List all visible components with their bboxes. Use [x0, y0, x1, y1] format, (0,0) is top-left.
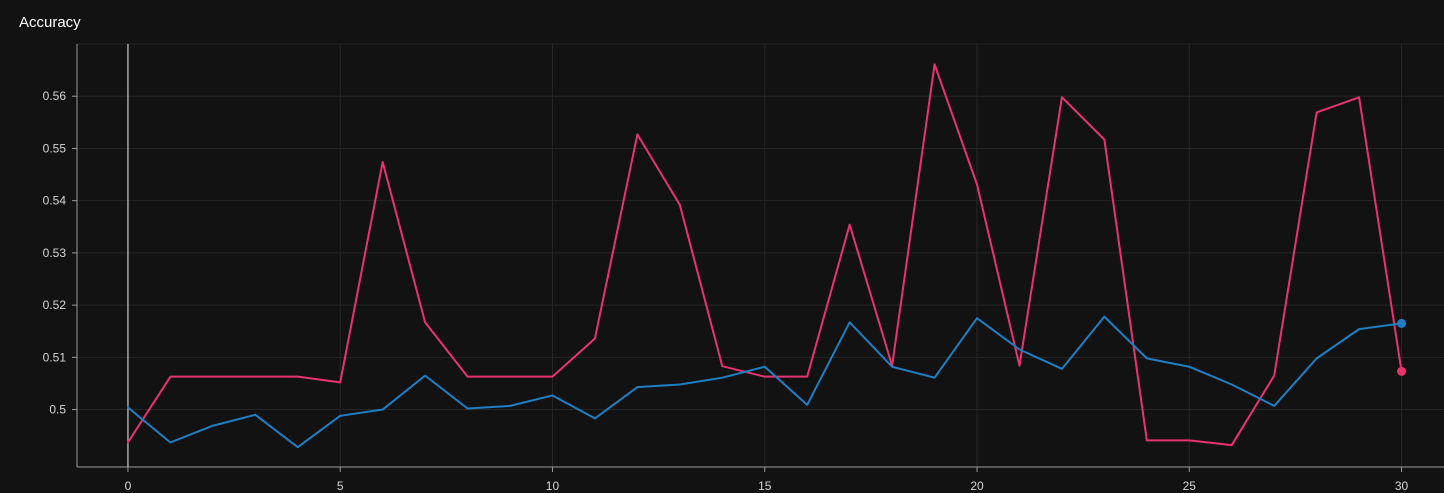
series-end-point-2 [1397, 318, 1407, 328]
x-tick-label: 0 [125, 479, 132, 493]
y-tick-label: 0.56 [43, 89, 67, 103]
series-line-1 [126, 63, 1403, 447]
y-tick-label: 0.55 [43, 141, 67, 155]
series-end-point-1 [1397, 366, 1407, 376]
axis-layer: 0.5 0.51 0.52 0.53 0.54 0.55 0.56 0 5 10 15 20 25 30 [43, 44, 1444, 493]
series-layer [126, 63, 1407, 449]
y-tick-label: 0.54 [43, 194, 67, 208]
x-tick-label: 5 [337, 479, 344, 493]
x-tick-label: 10 [546, 479, 560, 493]
y-tick-label: 0.5 [49, 403, 66, 417]
x-tick-label: 30 [1395, 479, 1409, 493]
y-tick-label: 0.51 [43, 350, 67, 364]
x-tick-label: 15 [758, 479, 772, 493]
y-tick-label: 0.53 [43, 246, 67, 260]
y-tick-label: 0.52 [43, 298, 67, 312]
series-line-2 [126, 315, 1403, 449]
chart-title: Accuracy [19, 14, 81, 31]
grid-layer [77, 43, 1444, 467]
x-tick-label: 20 [970, 479, 984, 493]
x-tick-label: 25 [1183, 479, 1197, 493]
